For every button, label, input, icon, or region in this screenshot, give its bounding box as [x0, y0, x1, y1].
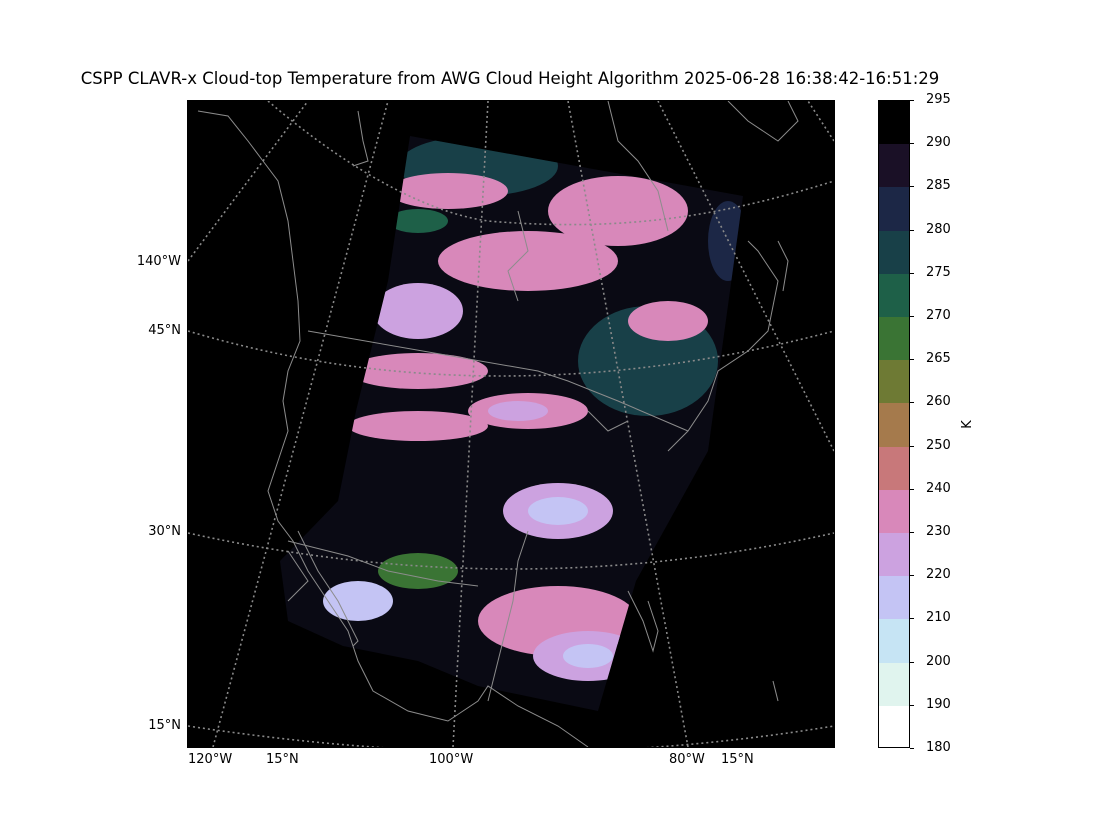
colorbar-tick-mark: [910, 143, 914, 145]
colorbar-tick-label: 260: [926, 394, 951, 410]
lon-label-80w: 80°W: [669, 752, 705, 767]
lat-label-45n: 45°N: [148, 323, 181, 338]
colorbar-tick-mark: [910, 704, 914, 706]
colorbar-segment: [879, 489, 909, 534]
graticule: [188, 101, 834, 747]
colorbar-tick-label: 285: [926, 178, 951, 194]
map-panel: [187, 100, 835, 748]
lon-label-100w: 100°W: [429, 752, 474, 767]
cloud-swath: [280, 136, 743, 711]
colorbar-tick-label: 265: [926, 351, 951, 367]
lon-label-140w: 140°W: [136, 254, 181, 269]
colorbar-tick-mark: [910, 186, 914, 188]
colorbar-tick-mark: [910, 229, 914, 231]
colorbar: [878, 100, 910, 748]
map-canvas: [188, 101, 834, 747]
colorbar-segment: [879, 662, 909, 707]
colorbar-tick-mark: [910, 316, 914, 317]
colorbar-tick-mark: [910, 402, 914, 404]
colorbar-tick-label: 200: [926, 653, 951, 669]
colorbar-tick-mark: [910, 532, 914, 533]
lat-label-15n-bottom-left: 15°N: [266, 752, 299, 767]
colorbar-tick-label: 275: [926, 264, 951, 280]
colorbar-tick-mark: [910, 100, 914, 101]
colorbar-tick-mark: [910, 488, 914, 490]
colorbar-segment: [879, 576, 909, 620]
colorbar-tick-label: 190: [926, 696, 951, 712]
lat-label-15n-bottom-right: 15°N: [721, 752, 754, 767]
colorbar-tick-label: 180: [926, 740, 951, 755]
plot-title: CSPP CLAVR-x Cloud-top Temperature from …: [80, 69, 940, 88]
lat-label-30n: 30°N: [148, 524, 181, 539]
colorbar-segment: [879, 187, 909, 232]
colorbar-segment: [879, 705, 909, 747]
lon-label-120w: 120°W: [188, 752, 233, 767]
colorbar-tick-label: 240: [926, 480, 951, 496]
colorbar-segment: [879, 619, 909, 664]
lat-label-15n: 15°N: [148, 718, 181, 733]
colorbar-tick-label: 295: [926, 92, 951, 107]
colorbar-segment: [879, 446, 909, 491]
colorbar-tick-label: 210: [926, 610, 951, 626]
colorbar-tick-mark: [910, 661, 914, 663]
colorbar-segment: [879, 101, 909, 145]
colorbar-tick-label: 270: [926, 308, 951, 323]
colorbar-tick-label: 250: [926, 437, 951, 453]
colorbar-segment: [879, 230, 909, 275]
colorbar-tick-mark: [910, 575, 914, 577]
colorbar-tick-mark: [910, 445, 914, 447]
colorbar-segment: [879, 360, 909, 404]
colorbar-tick-mark: [910, 748, 914, 749]
colorbar-tick-mark: [910, 359, 914, 361]
colorbar-segment: [879, 317, 909, 361]
colorbar-tick-label: 290: [926, 135, 951, 151]
colorbar-tick-mark: [910, 618, 914, 620]
colorbar-tick-label: 280: [926, 221, 951, 237]
colorbar-unit-label: K: [959, 420, 975, 429]
colorbar-tick-label: 220: [926, 567, 951, 583]
colorbar-segment: [879, 533, 909, 577]
colorbar-tick-label: 230: [926, 524, 951, 539]
colorbar-segment: [879, 273, 909, 318]
colorbar-tick-mark: [910, 272, 914, 274]
colorbar-segment: [879, 144, 909, 188]
coastlines: [197, 101, 799, 747]
colorbar-segment: [879, 403, 909, 448]
